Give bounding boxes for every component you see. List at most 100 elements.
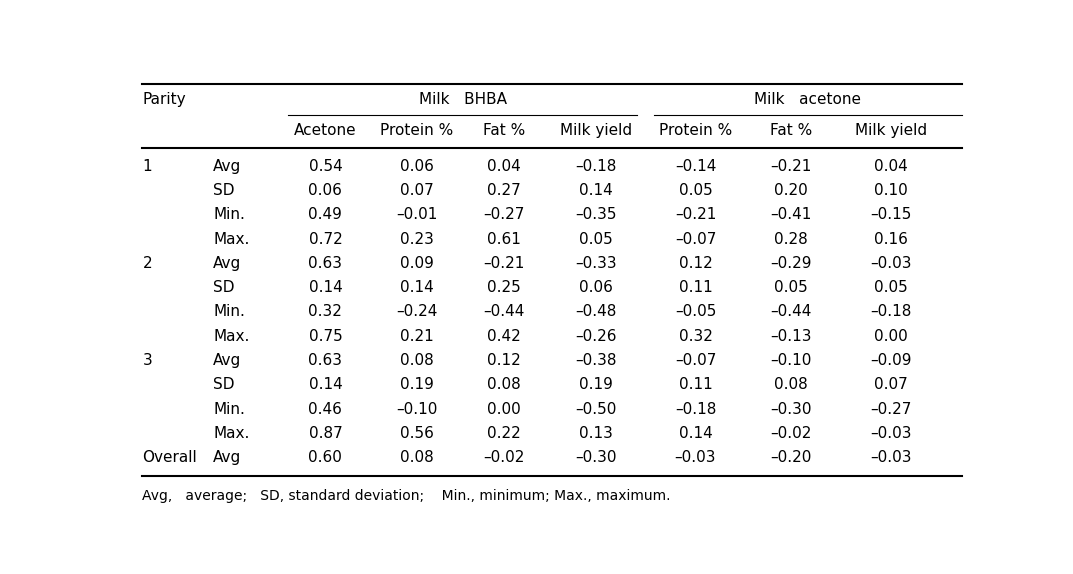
Text: 0.46: 0.46 (308, 402, 342, 417)
Text: –0.15: –0.15 (870, 207, 912, 222)
Text: Min.: Min. (214, 304, 245, 320)
Text: –0.10: –0.10 (770, 353, 812, 368)
Text: Avg: Avg (214, 158, 241, 173)
Text: –0.20: –0.20 (770, 451, 812, 466)
Text: 0.08: 0.08 (400, 353, 433, 368)
Text: Min.: Min. (214, 402, 245, 417)
Text: –0.38: –0.38 (575, 353, 616, 368)
Text: SD: SD (214, 280, 235, 295)
Text: –0.26: –0.26 (575, 329, 616, 344)
Text: 0.13: 0.13 (578, 426, 613, 441)
Text: 0.12: 0.12 (487, 353, 521, 368)
Text: 0.32: 0.32 (678, 329, 712, 344)
Text: 0.08: 0.08 (400, 451, 433, 466)
Text: –0.44: –0.44 (484, 304, 525, 320)
Text: –0.27: –0.27 (484, 207, 525, 222)
Text: –0.02: –0.02 (484, 451, 525, 466)
Text: 0.16: 0.16 (873, 231, 908, 247)
Text: 0.22: 0.22 (487, 426, 521, 441)
Text: Max.: Max. (214, 231, 250, 247)
Text: Max.: Max. (214, 426, 250, 441)
Text: –0.03: –0.03 (870, 426, 912, 441)
Text: –0.18: –0.18 (575, 158, 616, 173)
Text: Avg: Avg (214, 256, 241, 271)
Text: 2: 2 (143, 256, 152, 271)
Text: 0.72: 0.72 (309, 231, 342, 247)
Text: –0.44: –0.44 (770, 304, 812, 320)
Text: –0.30: –0.30 (575, 451, 616, 466)
Text: 0.00: 0.00 (874, 329, 908, 344)
Text: 0.14: 0.14 (400, 280, 433, 295)
Text: 0.05: 0.05 (578, 231, 613, 247)
Text: 3: 3 (143, 353, 152, 368)
Text: 0.56: 0.56 (400, 426, 433, 441)
Text: 0.06: 0.06 (308, 183, 342, 198)
Text: 0.14: 0.14 (678, 426, 712, 441)
Text: SD: SD (214, 183, 235, 198)
Text: 0.07: 0.07 (400, 183, 433, 198)
Text: 0.14: 0.14 (578, 183, 613, 198)
Text: Avg: Avg (214, 451, 241, 466)
Text: 0.04: 0.04 (487, 158, 521, 173)
Text: –0.21: –0.21 (770, 158, 812, 173)
Text: –0.07: –0.07 (675, 353, 716, 368)
Text: 0.11: 0.11 (678, 377, 712, 393)
Text: 0.20: 0.20 (775, 183, 808, 198)
Text: Acetone: Acetone (294, 123, 356, 138)
Text: 0.14: 0.14 (309, 377, 342, 393)
Text: 0.42: 0.42 (487, 329, 521, 344)
Text: –0.03: –0.03 (675, 451, 716, 466)
Text: 0.05: 0.05 (874, 280, 908, 295)
Text: 0.60: 0.60 (308, 451, 342, 466)
Text: Milk   BHBA: Milk BHBA (418, 92, 506, 107)
Text: 0.05: 0.05 (678, 183, 712, 198)
Text: 0.10: 0.10 (874, 183, 908, 198)
Text: –0.41: –0.41 (770, 207, 812, 222)
Text: 0.12: 0.12 (678, 256, 712, 271)
Text: 0.07: 0.07 (874, 377, 908, 393)
Text: –0.13: –0.13 (770, 329, 812, 344)
Text: 0.14: 0.14 (309, 280, 342, 295)
Text: –0.21: –0.21 (484, 256, 525, 271)
Text: 0.27: 0.27 (487, 183, 521, 198)
Text: –0.48: –0.48 (575, 304, 616, 320)
Text: SD: SD (214, 377, 235, 393)
Text: 0.08: 0.08 (487, 377, 521, 393)
Text: 0.19: 0.19 (400, 377, 433, 393)
Text: –0.30: –0.30 (770, 402, 812, 417)
Text: Avg,   average;   SD, standard deviation;    Min., minimum; Max., maximum.: Avg, average; SD, standard deviation; Mi… (143, 489, 671, 503)
Text: –0.01: –0.01 (396, 207, 438, 222)
Text: –0.50: –0.50 (575, 402, 616, 417)
Text: –0.35: –0.35 (575, 207, 616, 222)
Text: Overall: Overall (143, 451, 197, 466)
Text: –0.18: –0.18 (870, 304, 912, 320)
Text: 0.00: 0.00 (487, 402, 521, 417)
Text: 0.75: 0.75 (309, 329, 342, 344)
Text: 0.21: 0.21 (400, 329, 433, 344)
Text: 0.05: 0.05 (775, 280, 808, 295)
Text: Milk   acetone: Milk acetone (754, 92, 862, 107)
Text: Avg: Avg (214, 353, 241, 368)
Text: Milk yield: Milk yield (560, 123, 632, 138)
Text: 0.61: 0.61 (487, 231, 521, 247)
Text: 0.87: 0.87 (309, 426, 342, 441)
Text: Fat %: Fat % (770, 123, 812, 138)
Text: Protein %: Protein % (659, 123, 732, 138)
Text: Min.: Min. (214, 207, 245, 222)
Text: 1: 1 (143, 158, 152, 173)
Text: 0.11: 0.11 (678, 280, 712, 295)
Text: 0.06: 0.06 (400, 158, 433, 173)
Text: Fat %: Fat % (483, 123, 526, 138)
Text: Milk yield: Milk yield (855, 123, 927, 138)
Text: 0.49: 0.49 (308, 207, 342, 222)
Text: –0.03: –0.03 (870, 256, 912, 271)
Text: –0.27: –0.27 (870, 402, 912, 417)
Text: –0.21: –0.21 (675, 207, 716, 222)
Text: –0.09: –0.09 (870, 353, 912, 368)
Text: 0.08: 0.08 (775, 377, 808, 393)
Text: –0.10: –0.10 (396, 402, 438, 417)
Text: 0.19: 0.19 (578, 377, 613, 393)
Text: 0.54: 0.54 (309, 158, 342, 173)
Text: 0.63: 0.63 (308, 353, 342, 368)
Text: –0.07: –0.07 (675, 231, 716, 247)
